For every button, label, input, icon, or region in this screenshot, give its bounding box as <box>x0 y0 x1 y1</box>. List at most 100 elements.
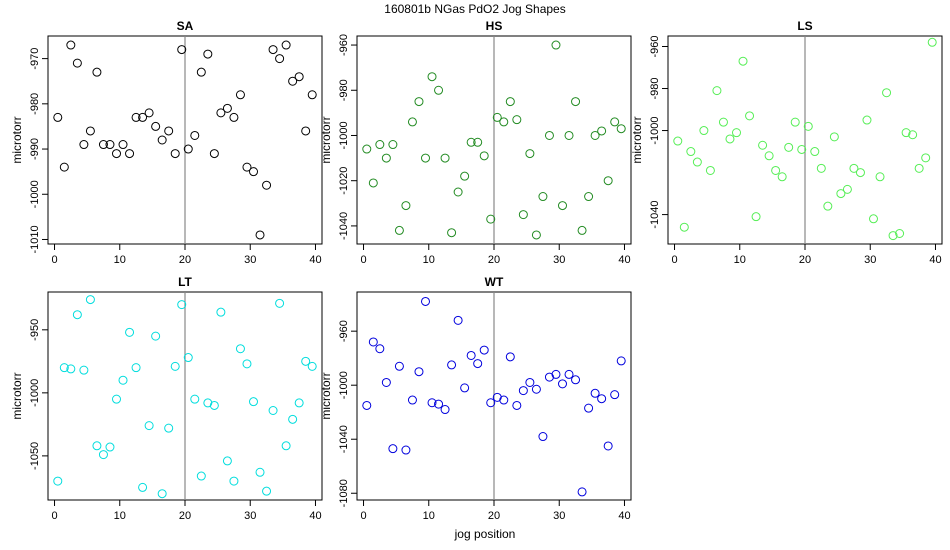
data-point <box>157 489 167 499</box>
data-point <box>138 112 148 122</box>
data-point <box>275 298 285 308</box>
data-point <box>558 201 567 211</box>
data-point <box>486 214 496 224</box>
panel-title: LT <box>178 275 192 289</box>
y-tick-label: -1080 <box>338 479 350 507</box>
data-point <box>603 176 613 186</box>
data-point <box>79 365 89 375</box>
data-point <box>453 187 463 197</box>
y-tick-label: -1010 <box>29 225 41 253</box>
data-point <box>571 97 581 107</box>
x-tick-label: 20 <box>179 254 191 266</box>
data-point <box>183 144 193 154</box>
panel-title: LS <box>797 19 812 33</box>
data-point <box>157 135 167 145</box>
data-point <box>144 421 154 431</box>
y-tick-label: -1000 <box>29 379 41 407</box>
data-point <box>190 130 200 140</box>
data-point <box>518 386 528 396</box>
data-point <box>453 315 463 325</box>
data-point <box>901 128 911 138</box>
figure-title: 160801b NGas PdO2 Jog Shapes <box>384 2 566 16</box>
y-tick-label: -1040 <box>338 425 350 453</box>
data-point <box>803 121 813 131</box>
data-point <box>466 350 476 360</box>
data-point <box>229 112 239 122</box>
y-tick-label: -980 <box>649 78 661 100</box>
y-tick-label: -990 <box>29 138 41 160</box>
data-point <box>597 126 607 136</box>
x-tick-label: 10 <box>114 254 126 266</box>
data-point <box>584 403 594 413</box>
data-point <box>307 90 317 100</box>
data-point <box>823 201 833 211</box>
data-point <box>138 482 148 492</box>
data-point <box>486 398 496 408</box>
data-point <box>301 126 311 136</box>
data-point <box>362 400 372 410</box>
data-point <box>170 361 180 371</box>
data-point <box>281 441 291 451</box>
data-point <box>810 147 820 157</box>
data-point <box>434 399 444 409</box>
y-tick-label: -960 <box>338 320 350 342</box>
data-point <box>375 140 385 150</box>
data-point <box>131 363 141 373</box>
data-point <box>732 128 741 138</box>
data-point <box>427 72 437 82</box>
data-point <box>738 56 748 66</box>
x-tick-label: 30 <box>553 510 565 522</box>
data-point <box>209 149 219 159</box>
data-point <box>610 390 620 400</box>
data-point <box>460 383 470 393</box>
x-tick-label: 0 <box>360 510 366 522</box>
data-point <box>927 37 937 47</box>
data-point <box>203 398 213 408</box>
data-point <box>745 111 755 121</box>
data-point <box>908 130 918 140</box>
data-point <box>544 130 554 140</box>
data-point <box>849 163 859 173</box>
data-point <box>407 395 417 405</box>
panel-title: SA <box>177 19 194 33</box>
data-point <box>518 210 528 220</box>
data-point <box>777 172 787 182</box>
data-point <box>66 40 76 50</box>
data-point <box>190 394 200 404</box>
panel-title: WT <box>485 275 504 289</box>
data-point <box>164 423 174 433</box>
panel-wt: WT 0 10 20 30 40 -1080 -1040 -1000 -960 microtorr <box>319 275 632 522</box>
data-point <box>875 172 885 182</box>
data-point <box>705 165 715 175</box>
data-point <box>216 108 226 118</box>
data-point <box>692 157 702 167</box>
x-tick-label: 0 <box>671 254 677 266</box>
data-point <box>590 388 600 398</box>
data-point <box>92 67 102 77</box>
data-point <box>235 90 245 100</box>
data-point <box>440 405 450 415</box>
data-point <box>170 149 180 159</box>
data-point <box>255 467 265 477</box>
data-point <box>512 400 522 410</box>
data-point <box>836 189 846 199</box>
data-point <box>862 115 872 125</box>
data-point <box>98 450 108 460</box>
data-point <box>262 486 272 496</box>
data-point <box>72 310 82 320</box>
data-point <box>183 353 193 363</box>
data-point <box>473 359 483 369</box>
data-point <box>466 137 476 147</box>
x-tick-label: 10 <box>423 254 435 266</box>
data-point <box>288 76 298 86</box>
data-point <box>673 136 683 146</box>
panel-ls: LS 0 10 20 30 40 -1040 -1000 -980 -960 microtorr <box>630 19 943 266</box>
data-point <box>610 117 620 127</box>
data-point <box>551 369 561 379</box>
data-point <box>216 307 226 317</box>
x-tick-label: 20 <box>179 510 191 522</box>
data-point <box>381 377 391 387</box>
data-point <box>421 153 430 163</box>
data-point <box>59 162 69 172</box>
